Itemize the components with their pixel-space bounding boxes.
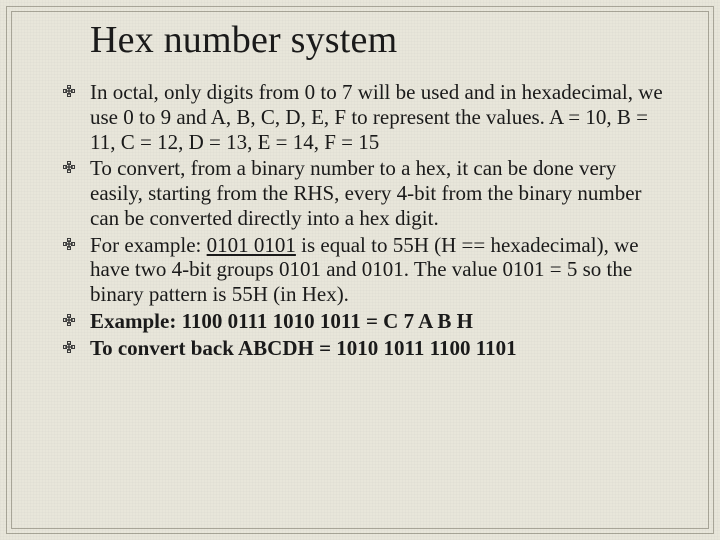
bullet-list: In octal, only digits from 0 to 7 will b…: [62, 80, 670, 360]
list-item: In octal, only digits from 0 to 7 will b…: [62, 80, 670, 154]
bullet-icon: [62, 160, 76, 174]
list-item: For example: 0101 0101 is equal to 55H (…: [62, 233, 670, 307]
bullet-icon: [62, 313, 76, 327]
text-segment: To convert back ABCDH = 1010 1011 1100 1…: [90, 336, 517, 360]
slide: Hex number system In octal, only digits …: [0, 0, 720, 540]
list-item-text: To convert, from a binary number to a he…: [90, 156, 642, 230]
list-item-text: In octal, only digits from 0 to 7 will b…: [90, 80, 663, 154]
bullet-icon: [62, 237, 76, 251]
list-item-text: To convert back ABCDH = 1010 1011 1100 1…: [90, 336, 517, 360]
list-item: Example: 1100 0111 1010 1011 = C 7 A B H: [62, 309, 670, 334]
slide-title: Hex number system: [90, 18, 670, 62]
list-item-text: For example: 0101 0101 is equal to 55H (…: [90, 233, 639, 307]
text-segment: In octal, only digits from 0 to 7 will b…: [90, 80, 663, 154]
underlined-segment: 0101 0101: [207, 233, 296, 257]
text-segment: To convert, from a binary number to a he…: [90, 156, 642, 230]
bullet-icon: [62, 340, 76, 354]
text-segment: For example:: [90, 233, 207, 257]
text-segment: Example: 1100 0111 1010 1011 = C 7 A B H: [90, 309, 473, 333]
list-item-text: Example: 1100 0111 1010 1011 = C 7 A B H: [90, 309, 473, 333]
list-item: To convert back ABCDH = 1010 1011 1100 1…: [62, 336, 670, 361]
bullet-icon: [62, 84, 76, 98]
list-item: To convert, from a binary number to a he…: [62, 156, 670, 230]
